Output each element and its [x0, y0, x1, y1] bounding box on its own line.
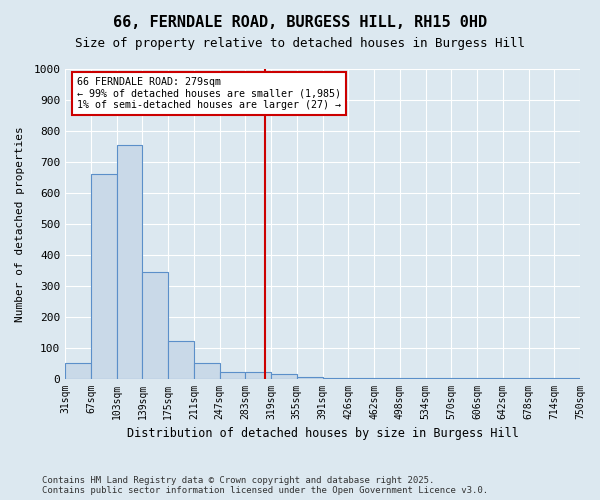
- Bar: [116, 145, 142, 378]
- Text: 66 FERNDALE ROAD: 279sqm
← 99% of detached houses are smaller (1,985)
1% of semi: 66 FERNDALE ROAD: 279sqm ← 99% of detach…: [77, 76, 341, 110]
- Bar: [91, 174, 116, 378]
- Text: Size of property relative to detached houses in Burgess Hill: Size of property relative to detached ho…: [75, 38, 525, 51]
- Bar: [194, 363, 220, 378]
- Y-axis label: Number of detached properties: Number of detached properties: [15, 126, 25, 322]
- X-axis label: Distribution of detached houses by size in Burgess Hill: Distribution of detached houses by size …: [127, 427, 518, 440]
- Bar: [65, 363, 91, 378]
- Text: 66, FERNDALE ROAD, BURGESS HILL, RH15 0HD: 66, FERNDALE ROAD, BURGESS HILL, RH15 0H…: [113, 15, 487, 30]
- Bar: [220, 372, 245, 378]
- Bar: [245, 372, 271, 378]
- Bar: [297, 377, 323, 378]
- Text: Contains HM Land Registry data © Crown copyright and database right 2025.
Contai: Contains HM Land Registry data © Crown c…: [42, 476, 488, 495]
- Bar: [271, 374, 297, 378]
- Bar: [168, 342, 194, 378]
- Bar: [142, 272, 168, 378]
